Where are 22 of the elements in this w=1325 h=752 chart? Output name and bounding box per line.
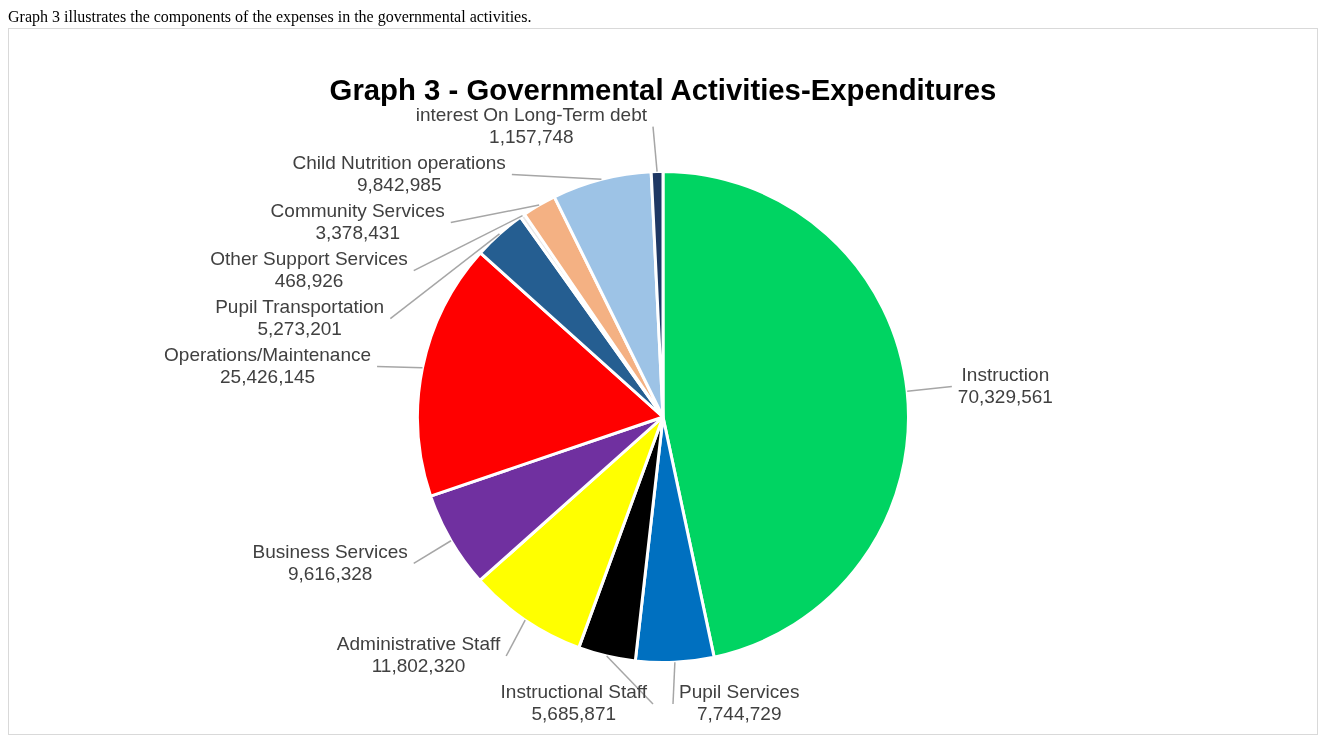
data-label: 9,842,985 <box>356 173 442 195</box>
slice-label: Other Support Services <box>210 247 408 269</box>
data-label: 25,426,145 <box>220 365 316 387</box>
slice-label: Instruction <box>961 363 1050 385</box>
data-label: 468,926 <box>274 269 344 291</box>
data-label: 70,329,561 <box>957 385 1053 407</box>
slice-label: Community Services <box>270 199 445 221</box>
slice-label: Administrative Staff <box>336 633 501 655</box>
data-label: 5,273,201 <box>257 317 342 339</box>
slice-label: Pupil Services <box>679 681 800 703</box>
slice-label: Pupil Transportation <box>215 295 385 317</box>
data-label: 3,378,431 <box>315 221 400 243</box>
caption: Graph 3 illustrates the components of the expenses in the governmental activities. <box>8 8 533 26</box>
data-label: 11,802,320 <box>371 655 466 677</box>
slice-label: Operations/Maintenance <box>164 343 372 365</box>
data-label: 7,744,729 <box>696 703 782 725</box>
data-label: 1,157,748 <box>489 125 574 147</box>
slice-label: Instructional Staff <box>500 681 648 703</box>
data-label: 9,616,328 <box>287 562 373 584</box>
slice-label: Business Services <box>252 540 408 562</box>
data-label: 5,685,871 <box>531 703 617 725</box>
slice-label: Child Nutrition operations <box>292 151 506 173</box>
